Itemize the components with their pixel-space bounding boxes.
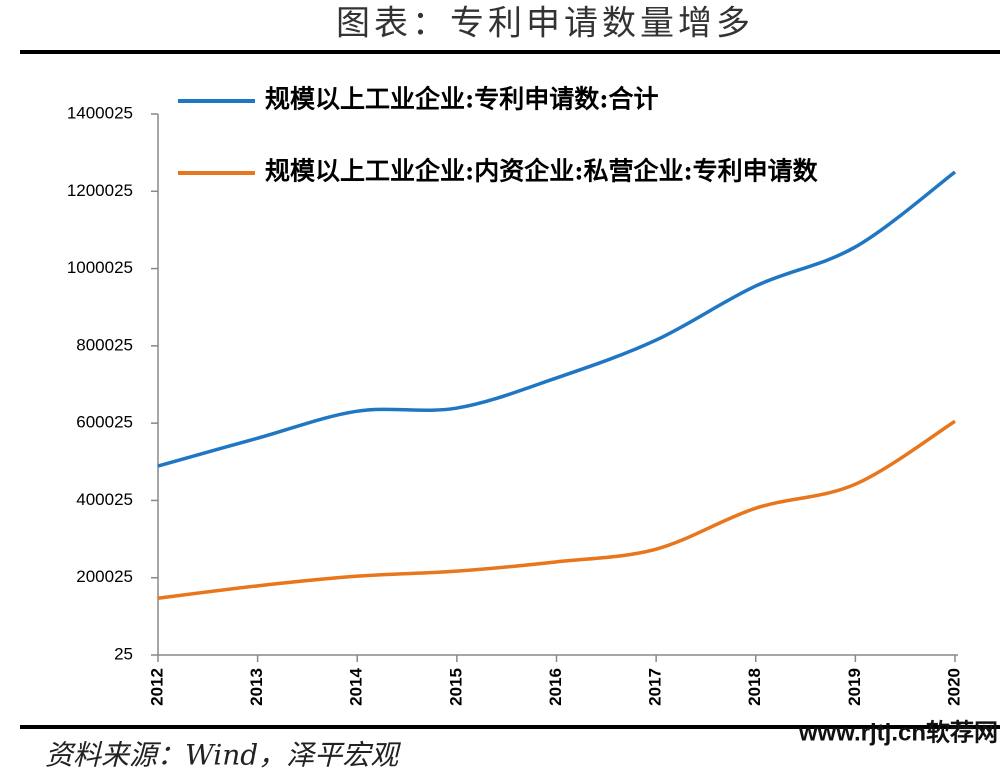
x-tick-label: 2013 [247,668,266,706]
y-tick-label: 400025 [76,490,133,509]
x-tick-label: 2019 [845,668,864,706]
source: 资料来源：Wind，泽平宏观 [45,739,401,772]
series-line [157,419,956,600]
y-tick-label: 1000025 [67,258,133,277]
y-tick-label: 600025 [76,413,133,432]
chart-title: 图表：专利申请数量增多 [336,4,754,44]
x-tick-label: 2012 [147,668,166,706]
legend-label: 规模以上工业企业:内资企业:私营企业:专利申请数 [265,157,819,186]
y-tick-label: 200025 [76,567,133,586]
x-tick-label: 2016 [546,668,565,706]
x-tick-label: 2018 [745,668,764,706]
x-tick-label: 2014 [347,667,366,705]
y-tick-label: 25 [114,644,133,663]
x-tick-label: 2020 [944,668,963,706]
y-tick-label: 800025 [76,335,133,354]
y-tick-label: 1200025 [67,181,133,200]
legend-label: 规模以上工业企业:专利申请数:合计 [265,85,658,114]
y-tick-label: 1400025 [67,103,133,122]
series-line [157,170,957,468]
x-tick-label: 2017 [646,668,665,706]
watermark: www.rjtj.cn软荐网 [798,718,998,746]
x-tick-label: 2015 [446,668,465,706]
